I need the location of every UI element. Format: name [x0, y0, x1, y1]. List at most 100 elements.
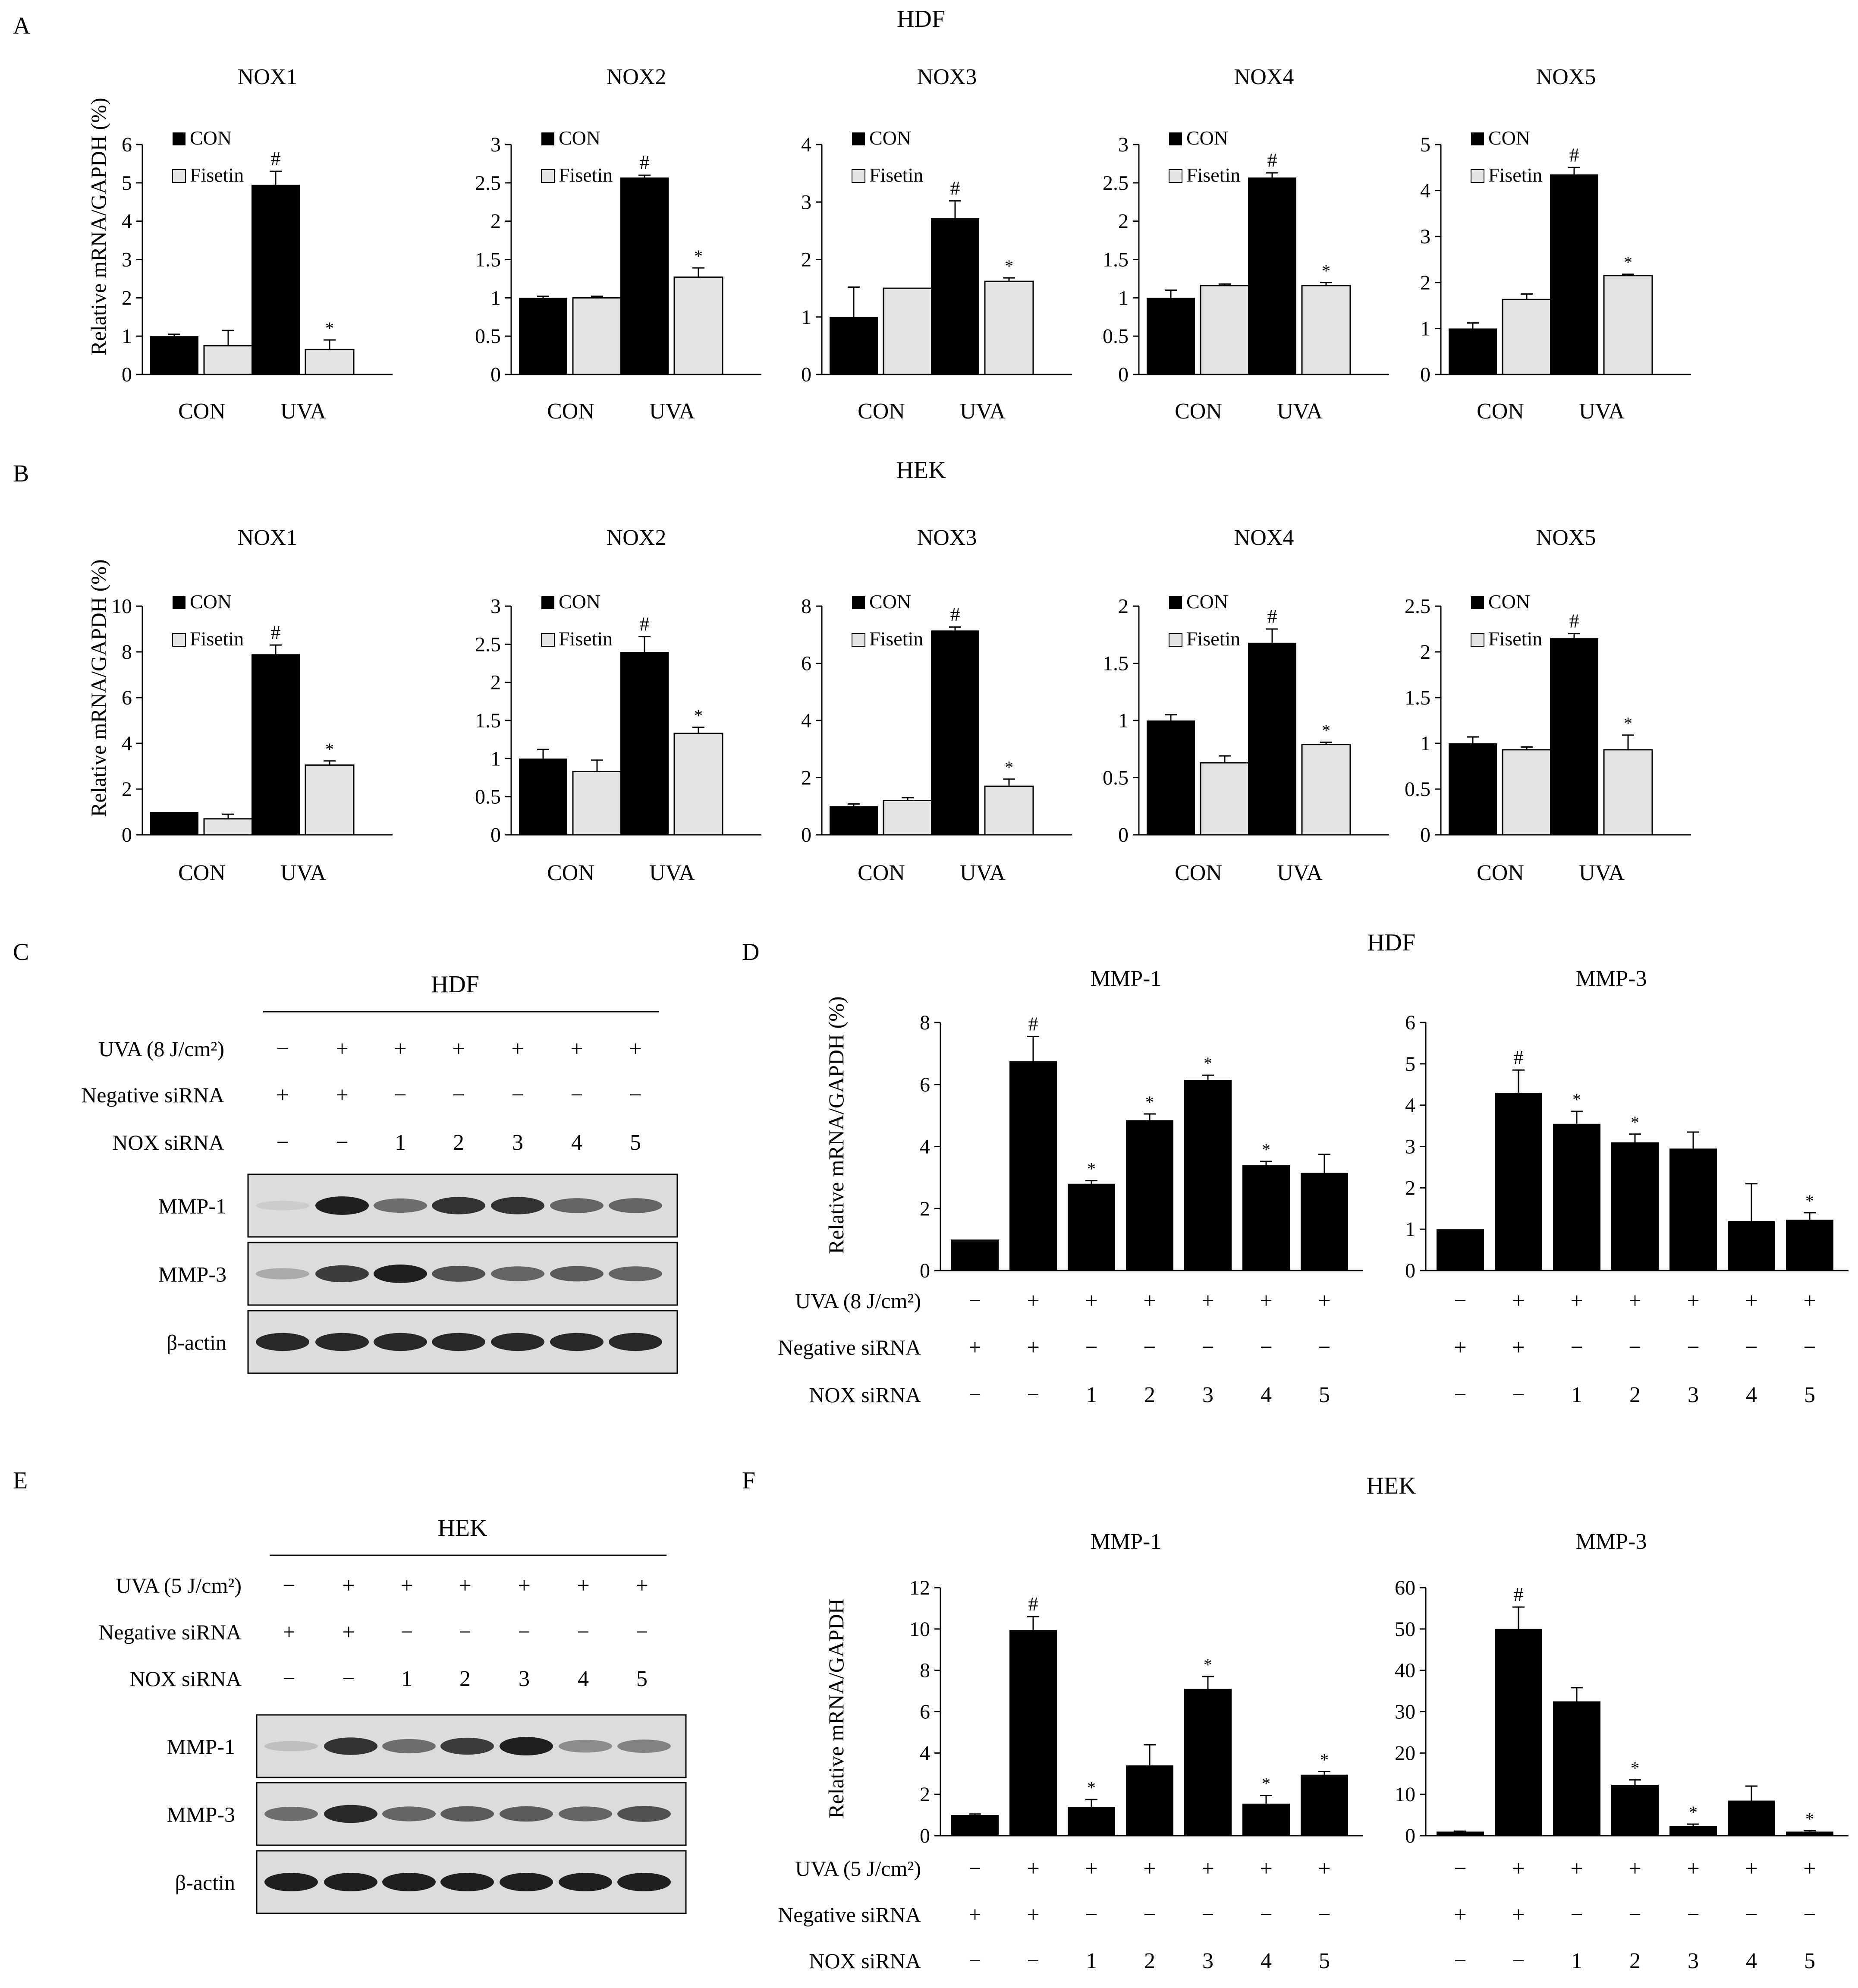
y-tick-label: 4 [920, 1742, 930, 1765]
y-tick-label: 0 [1118, 363, 1129, 386]
section-title-a: HDF [897, 6, 945, 32]
bar-fisetin-0 [883, 800, 933, 836]
legend-label-fisetin: Fisetin [1186, 628, 1240, 650]
y-tick-label: 3 [122, 248, 132, 271]
blot-band [550, 1266, 604, 1282]
condition-cell: − [968, 1289, 981, 1313]
y-tick-label: 0 [122, 824, 132, 846]
hash-significance-mark: # [1514, 1046, 1524, 1068]
bar-con-0 [1449, 743, 1497, 835]
blot-band [491, 1197, 544, 1214]
condition-cell: − [1803, 1903, 1816, 1927]
chart-title: NOX4 [1234, 525, 1294, 550]
condition-cell: 2 [1144, 1949, 1155, 1973]
bar-fisetin-1 [1301, 744, 1351, 836]
blot-band [550, 1333, 604, 1351]
bar-con-1 [620, 177, 669, 374]
condition-cell: + [1745, 1289, 1757, 1313]
condition-cell: + [1318, 1289, 1330, 1313]
star-significance-mark: * [694, 706, 703, 725]
bar-fisetin-0 [203, 818, 253, 836]
bar-mmp-1-6 [1301, 1774, 1348, 1836]
legend-swatch-fisetin [1471, 633, 1484, 647]
legend-label-con: CON [869, 591, 911, 613]
bar-mmp-1-2 [1068, 1183, 1115, 1271]
hash-significance-mark: # [1514, 1583, 1524, 1605]
y-tick-label: 0 [920, 1824, 930, 1847]
hash-significance-mark: # [1028, 1593, 1038, 1615]
y-tick-label: 8 [122, 641, 132, 664]
y-tick-label: 0 [801, 363, 811, 386]
legend-swatch-fisetin [172, 633, 186, 647]
star-significance-mark: * [1204, 1054, 1212, 1073]
legend-label-con: CON [1186, 591, 1228, 613]
y-tick-label: 1 [1118, 286, 1129, 309]
condition-cell: 5 [636, 1667, 648, 1691]
legend-label-fisetin: Fisetin [1186, 164, 1240, 186]
section-title-e: HEK [437, 1515, 487, 1541]
bar-mmp-3-6 [1786, 1831, 1833, 1836]
condition-cell: − [635, 1620, 648, 1645]
condition-row-label: UVA (8 J/cm²) [98, 1037, 224, 1061]
hash-significance-mark: # [950, 177, 960, 199]
condition-cell: 1 [1571, 1383, 1582, 1407]
legend-swatch-con [1169, 596, 1182, 609]
bar-mmp-3-0 [1437, 1229, 1484, 1271]
condition-cell: + [1085, 1289, 1097, 1313]
star-significance-mark: * [1689, 1802, 1698, 1822]
blot-band [374, 1198, 427, 1213]
condition-cell: − [1085, 1903, 1097, 1927]
condition-cell: + [1085, 1856, 1097, 1881]
star-significance-mark: * [1145, 1092, 1154, 1112]
y-tick-label: 0 [490, 363, 501, 386]
condition-cell: − [1570, 1903, 1583, 1927]
condition-row-label: Negative siRNA [778, 1335, 921, 1359]
legend-label-con: CON [559, 127, 600, 149]
blot-row-label: MMP-3 [158, 1262, 226, 1287]
condition-cell: + [1027, 1335, 1039, 1360]
blot-band [440, 1873, 494, 1891]
legend-swatch-con [1169, 132, 1182, 145]
condition-row-label: Negative siRNA [98, 1620, 242, 1644]
bar-mmp-3-5 [1728, 1800, 1775, 1836]
y-tick-label: 0.5 [475, 786, 501, 808]
condition-cell: − [1201, 1903, 1214, 1927]
y-tick-label: 1 [1405, 1218, 1415, 1241]
legend-swatch-con [541, 596, 554, 609]
blot-band [559, 1740, 612, 1753]
star-significance-mark: * [1805, 1191, 1814, 1211]
y-tick-label: 3 [1420, 225, 1430, 248]
condition-cell: 1 [395, 1130, 406, 1155]
condition-cell: + [1318, 1856, 1330, 1881]
blot-band [264, 1806, 318, 1821]
condition-cell: − [968, 1383, 981, 1407]
y-tick-label: 8 [920, 1011, 930, 1034]
condition-cell: + [1570, 1289, 1583, 1313]
star-significance-mark: * [1087, 1778, 1096, 1797]
condition-cell: − [1629, 1335, 1641, 1360]
condition-cell: 1 [1086, 1949, 1097, 1973]
hash-significance-mark: # [1267, 605, 1277, 627]
y-tick-label: 2 [920, 1783, 930, 1806]
legend-label-fisetin: Fisetin [869, 628, 923, 650]
condition-cell: + [1260, 1856, 1272, 1881]
legend-swatch-con [541, 132, 554, 145]
blot-band [609, 1266, 662, 1281]
blot-band [491, 1333, 544, 1351]
condition-cell: + [459, 1573, 471, 1598]
condition-cell: + [342, 1573, 355, 1598]
bar-con-0 [519, 298, 567, 374]
y-tick-label: 10 [111, 595, 132, 618]
y-axis-label-a: Relative mRNA/GAPDH (%) [86, 98, 110, 355]
condition-cell: − [1512, 1949, 1525, 1973]
chart-title: NOX2 [607, 525, 666, 550]
condition-cell: − [1260, 1903, 1272, 1927]
condition-cell: − [1745, 1335, 1757, 1360]
x-category-label: CON [178, 399, 226, 424]
condition-cell: − [1143, 1903, 1156, 1927]
condition-cell: 1 [401, 1667, 412, 1691]
condition-row-label: UVA (8 J/cm²) [795, 1289, 921, 1313]
x-category-label: UVA [1277, 399, 1323, 424]
condition-row-label: Negative siRNA [81, 1083, 224, 1107]
y-tick-label: 6 [1405, 1011, 1415, 1034]
